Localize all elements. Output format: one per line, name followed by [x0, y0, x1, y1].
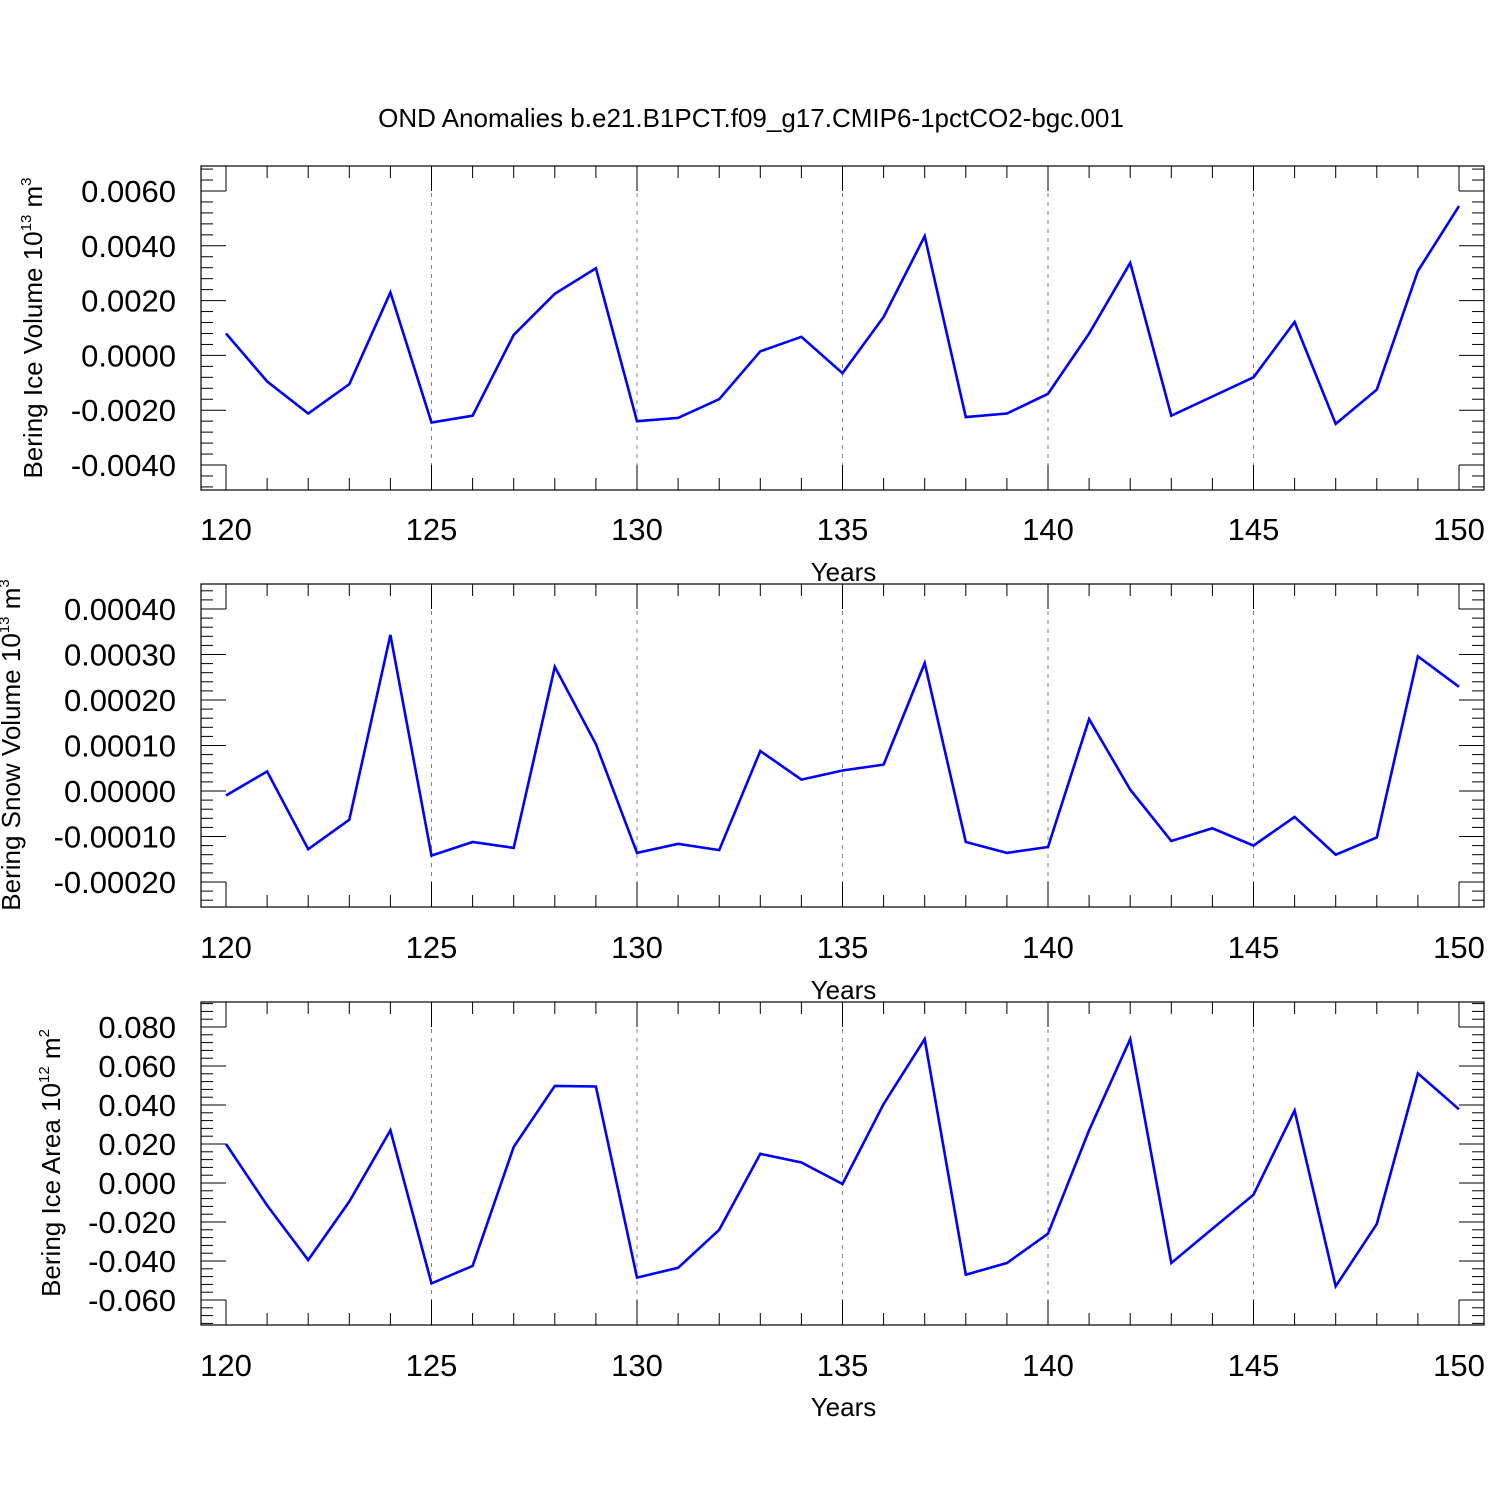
y-tick-label: -0.00010	[54, 820, 176, 855]
x-tick-label: 150	[1433, 930, 1485, 965]
y-tick-label: -0.0040	[71, 448, 176, 483]
y-tick-label: 0.0020	[81, 284, 176, 319]
x-tick-label: 135	[817, 930, 869, 965]
x-tick-label: 125	[406, 512, 458, 547]
x-tick-label: 130	[611, 1348, 663, 1383]
x-axis-label: Years	[811, 1392, 877, 1422]
x-axis-label: Years	[811, 557, 877, 587]
y-tick-label: 0.000	[98, 1166, 176, 1201]
y-tick-label: -0.0020	[71, 393, 176, 428]
x-tick-label: 120	[200, 930, 252, 965]
x-tick-label: 145	[1228, 930, 1280, 965]
x-tick-label: 125	[406, 930, 458, 965]
y-tick-label: 0.0000	[81, 338, 176, 373]
x-tick-label: 140	[1022, 930, 1074, 965]
x-tick-label: 135	[817, 512, 869, 547]
y-tick-label: 0.00010	[64, 729, 176, 764]
y-axis-label: Bering Snow Volume 1013 m3	[0, 579, 26, 910]
y-axis-label: Bering Ice Volume 1013 m3	[18, 177, 48, 478]
y-axis-label: Bering Ice Area 1012 m2	[36, 1029, 66, 1297]
x-tick-label: 140	[1022, 1348, 1074, 1383]
y-tick-label: -0.00020	[54, 865, 176, 900]
y-tick-label: 0.040	[98, 1088, 176, 1123]
panel-1: 0.0060 0.0040 0.0020 0.0000 -0.0020 -0.0040 12…	[18, 165, 1485, 587]
x-tick-label: 130	[611, 512, 663, 547]
series-line-2	[225, 634, 1460, 858]
y-tick-label: 0.080	[98, 1010, 176, 1045]
x-tick-label: 145	[1228, 512, 1280, 547]
x-tick-label: 120	[200, 1348, 252, 1383]
y-tick-label: -0.060	[88, 1283, 176, 1318]
y-tick-label: 0.060	[98, 1049, 176, 1084]
y-tick-label: -0.020	[88, 1205, 176, 1240]
series-line-1	[225, 205, 1461, 427]
x-tick-label: 125	[406, 1348, 458, 1383]
x-tick-label: 145	[1228, 1348, 1280, 1383]
series-line-3	[224, 1034, 1460, 1290]
y-tick-label: 0.020	[98, 1127, 176, 1162]
y-tick-label: 0.00020	[64, 683, 176, 718]
x-tick-label: 120	[200, 512, 252, 547]
y-tick-label: 0.00030	[64, 638, 176, 673]
y-tick-label: 0.00040	[64, 592, 176, 627]
x-tick-label: 150	[1433, 512, 1485, 547]
chart-panels: 0.0060 0.0040 0.0020 0.0000 -0.0020 -0.0040 12…	[0, 165, 1485, 1422]
y-tick-label: 0.0060	[81, 174, 176, 209]
panel-2: 0.00040 0.00030 0.00020 0.00010 0.00000 -0.00…	[0, 579, 1485, 1005]
x-axis-label: Years	[811, 975, 877, 1005]
panel-3: 0.080 0.060 0.040 0.020 0.000 -0.020 -0.040 -0.…	[36, 1001, 1485, 1422]
chart-title: OND Anomalies b.e21.B1PCT.f09_g17.CMIP6-…	[378, 103, 1124, 133]
x-tick-label: 130	[611, 930, 663, 965]
x-tick-label: 135	[817, 1348, 869, 1383]
y-tick-label: -0.040	[88, 1244, 176, 1279]
x-tick-label: 150	[1433, 1348, 1485, 1383]
y-tick-label: 0.00000	[64, 774, 176, 809]
x-tick-label: 140	[1022, 512, 1074, 547]
y-tick-label: 0.0040	[81, 229, 176, 264]
